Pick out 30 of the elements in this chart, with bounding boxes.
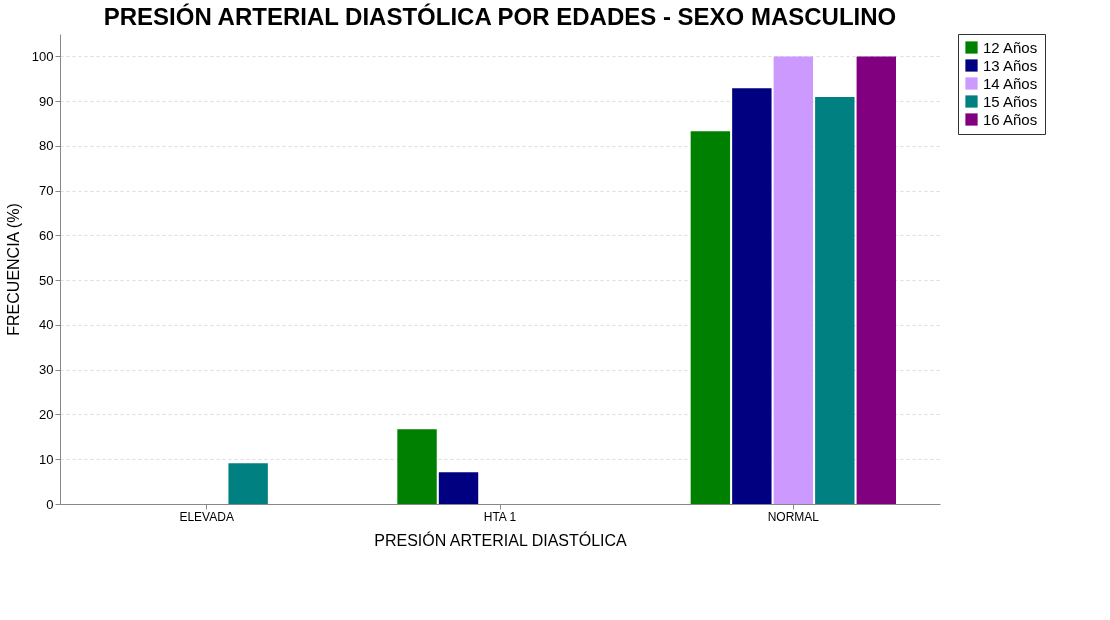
y-tick-label: 10 [39,451,54,467]
bar [690,131,731,504]
legend-label: 15 Años [983,92,1038,110]
y-tick-label: 80 [39,138,54,154]
legend-label: 14 Años [983,74,1038,92]
bar [773,56,814,504]
x-tick-label: NORMAL [767,509,820,524]
y-tick-label: 100 [31,48,54,64]
x-tick-label: ELEVADA [179,509,234,524]
bar [732,88,772,504]
bar [856,56,896,504]
y-tick-label: 50 [39,272,54,288]
y-tick-label: 90 [39,93,54,109]
y-tick-label: 70 [39,183,54,199]
legend-label: 13 Años [983,56,1038,74]
x-tick-label: HTA 1 [483,509,517,524]
legend-label: 16 Años [983,110,1038,128]
x-axis-title: PRESIÓN ARTERIAL DIASTÓLICA [374,530,628,549]
bar [397,429,437,504]
y-tick-label: 30 [39,362,54,378]
legend-label: 12 Años [983,38,1038,56]
y-tick-label: 20 [39,406,54,422]
bar [228,463,268,504]
bar [438,472,479,504]
y-tick-label: 60 [39,227,54,243]
y-tick-label: 40 [39,317,54,333]
y-axis-title: FRECUENCIA (%) [4,203,22,336]
chart-title: PRESIÓN ARTERIAL DIASTÓLICA POR EDADES - SEXO MASCULINO [103,2,897,30]
bar [815,97,855,504]
y-tick-label: 0 [46,496,54,512]
